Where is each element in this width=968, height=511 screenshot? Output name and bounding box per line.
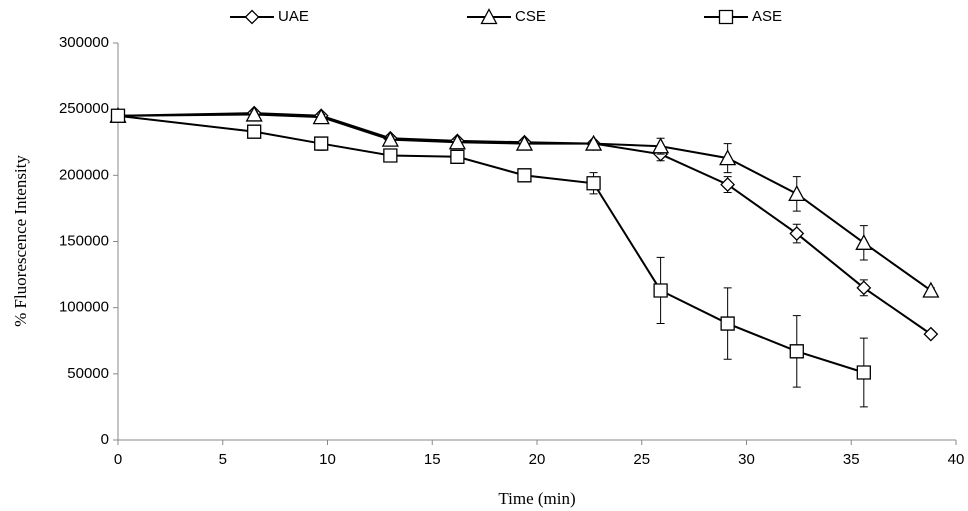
marker (922, 281, 940, 298)
x-tick-label: 10 (319, 451, 336, 468)
x-tick-label: 5 (219, 451, 227, 468)
marker (855, 233, 873, 250)
marker (653, 283, 668, 298)
x-axis-label: Time (min) (498, 489, 575, 508)
y-tick-label: 200000 (59, 166, 109, 183)
marker (584, 134, 603, 151)
marker (314, 136, 329, 151)
marker (789, 226, 805, 241)
y-tick-label: 100000 (59, 299, 109, 316)
x-tick-label: 35 (843, 451, 860, 468)
y-tick-label: 50000 (67, 365, 109, 382)
y-tick-label: 150000 (59, 232, 109, 249)
marker (381, 130, 399, 147)
marker (923, 326, 939, 342)
x-tick-label: 20 (529, 451, 546, 468)
marker (312, 108, 330, 125)
marker (652, 137, 670, 154)
y-tick-label: 0 (101, 431, 109, 448)
x-tick-label: 0 (114, 451, 122, 468)
legend-label: CSE (515, 8, 546, 25)
marker (517, 168, 532, 183)
marker (110, 108, 126, 123)
x-tick-label: 40 (948, 451, 965, 468)
legend-marker (480, 8, 498, 25)
marker (720, 316, 735, 331)
legend-marker (718, 9, 734, 25)
marker (788, 184, 806, 202)
legend-marker (244, 9, 260, 25)
y-tick-label: 300000 (59, 34, 109, 51)
marker (719, 149, 737, 166)
series-line (117, 113, 932, 292)
x-tick-label: 30 (738, 451, 755, 468)
marker (515, 134, 534, 151)
legend-label: UAE (278, 8, 309, 25)
marker (450, 149, 465, 164)
marker (383, 148, 398, 163)
x-tick-label: 15 (424, 451, 441, 468)
marker (245, 105, 263, 122)
legend-label: ASE (752, 8, 782, 25)
marker (856, 365, 871, 380)
series-line (117, 114, 865, 374)
marker (789, 344, 804, 359)
marker (856, 280, 872, 296)
marker (720, 177, 736, 193)
x-tick-label: 25 (633, 451, 650, 468)
marker (448, 133, 466, 150)
y-tick-label: 250000 (59, 100, 109, 117)
marker (586, 176, 601, 191)
marker (247, 124, 262, 139)
y-axis-label: % Fluorescence Intensity (11, 155, 30, 327)
